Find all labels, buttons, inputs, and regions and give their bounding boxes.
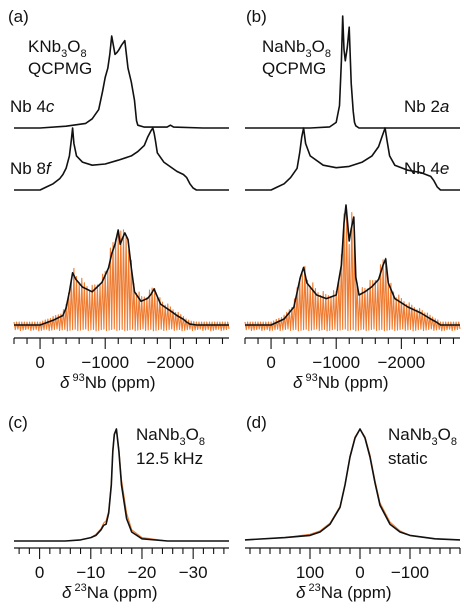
- tick-label: −2000: [146, 353, 194, 372]
- tick-label: 0: [35, 563, 44, 582]
- tick-label: −30: [179, 563, 208, 582]
- site-label-a-mid: Nb 8f: [10, 159, 53, 178]
- site-label-b-mid: Nb 4e: [404, 159, 449, 178]
- condition-label-d: static: [388, 449, 428, 468]
- panel-tag-a: (a): [8, 7, 29, 26]
- site-top-line: [14, 35, 229, 129]
- spectrum-a-site-mid: [14, 127, 229, 191]
- tick-label: 100: [296, 563, 324, 582]
- panel-tag-c: (c): [8, 413, 28, 432]
- tick-label: −1000: [81, 353, 129, 372]
- x-axis-c: 0 −10 −20 −30: [14, 547, 229, 582]
- panel-tag-b: (b): [246, 7, 267, 26]
- method-label-b: QCPMG: [262, 59, 326, 78]
- compound-label-a: KNb3O8: [28, 37, 87, 60]
- spectrum-b-simulated: [245, 204, 460, 326]
- experimental-line: [13, 229, 230, 332]
- site-label-b-top: Nb 2a: [404, 97, 449, 116]
- x-axis-a: 0 −1000 −2000: [13, 337, 229, 372]
- simulated-line: [245, 204, 460, 326]
- spectrum-a-simulated: [14, 229, 229, 326]
- panel-b: (b) NaNb3O8 QCPMG Nb 2a Nb 4e 0 −1000 −200…: [244, 7, 461, 372]
- tick-label: −2000: [377, 353, 425, 372]
- simulated-line: [14, 229, 229, 326]
- site-mid-line: [245, 127, 460, 191]
- x-axis-label-c: δ 23Na (ppm): [62, 582, 158, 602]
- spectrum-b-experimental: [244, 209, 461, 332]
- panel-d: (d) NaNb3O8 static 100 0 −100: [244, 413, 461, 582]
- tick-label: −100: [391, 563, 429, 582]
- spectrum-a-experimental: [13, 229, 230, 332]
- panel-a: (a) KNb3O8 QCPMG Nb 4c Nb 8f 0 −1000 −2000: [8, 7, 230, 372]
- panel-tag-d: (d): [246, 413, 267, 432]
- tick-label: 0: [355, 563, 364, 582]
- experimental-line: [244, 209, 461, 332]
- compound-label-b: NaNb3O8: [262, 37, 331, 60]
- simulated-line: [14, 428, 229, 542]
- x-axis-d: 100 0 −100: [245, 547, 461, 582]
- site-top-line: [245, 15, 460, 129]
- spectrum-b-site-mid: [245, 127, 460, 191]
- simulated-line: [244, 428, 461, 541]
- spectrum-a-site-top: [14, 35, 229, 129]
- tick-label: −1000: [312, 353, 360, 372]
- spectrum-c-simulated: [14, 428, 229, 542]
- spectrum-d-simulated: [244, 428, 461, 541]
- panel-c: (c) NaNb3O8 12.5 kHz 0 −10 −20 −30: [8, 413, 229, 582]
- compound-label-c: NaNb3O8: [136, 425, 205, 448]
- x-axis-b: 0 −1000 −2000: [244, 337, 460, 372]
- tick-label: 0: [266, 353, 275, 372]
- method-label-a: QCPMG: [28, 59, 92, 78]
- condition-label-c: 12.5 kHz: [136, 449, 203, 468]
- x-axis-label-d: δ 23Na (ppm): [296, 582, 392, 602]
- tick-label: −20: [128, 563, 157, 582]
- tick-label: −10: [76, 563, 105, 582]
- x-axis-label-a: δ 93Nb (ppm): [60, 372, 156, 392]
- spectrum-b-site-top: [245, 15, 460, 129]
- x-axis-label-b: δ 93Nb (ppm): [293, 372, 389, 392]
- site-label-a-top: Nb 4c: [10, 97, 55, 116]
- compound-label-d: NaNb3O8: [388, 425, 457, 448]
- site-mid-line: [14, 127, 229, 191]
- tick-label: 0: [35, 353, 44, 372]
